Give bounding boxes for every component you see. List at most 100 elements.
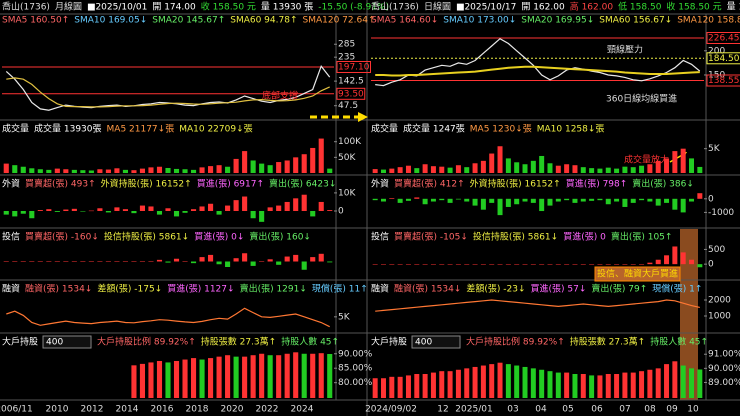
x-tick-label: 2020 bbox=[221, 405, 244, 415]
level-box bbox=[706, 52, 740, 65]
volume-bar bbox=[489, 153, 495, 173]
holders-bar bbox=[131, 365, 137, 398]
volume-bar bbox=[122, 169, 128, 173]
level-box bbox=[706, 32, 740, 45]
holders-bar bbox=[539, 369, 545, 398]
volume-bar bbox=[430, 166, 436, 173]
trust-bar bbox=[318, 253, 324, 262]
y-tick-label: 85.00% bbox=[338, 364, 373, 374]
volume-bar bbox=[680, 148, 686, 173]
volume-bar bbox=[63, 169, 69, 173]
volume-bar bbox=[216, 165, 222, 173]
legend-item: 大戶持股比例 89.92%↑ bbox=[97, 336, 196, 348]
y-tick-label: 47.5 bbox=[338, 101, 358, 111]
volume-bar bbox=[614, 168, 620, 173]
volume-bar bbox=[539, 155, 545, 173]
legend-item: 開 162.00 bbox=[521, 2, 565, 13]
x-tick-label: 2024/09/02 bbox=[365, 405, 417, 415]
foreign-bar bbox=[480, 198, 486, 210]
volume-bar bbox=[327, 168, 333, 173]
volume-bar bbox=[397, 167, 403, 173]
trust-bar bbox=[97, 261, 103, 262]
foreign-bar bbox=[54, 210, 60, 212]
foreign-bar bbox=[131, 210, 137, 214]
x-tick-label: 03 bbox=[507, 405, 518, 415]
x-tick-label: 08 bbox=[644, 405, 656, 415]
volume-bar bbox=[267, 165, 273, 173]
legend-item: 融資(張) 1534↓ bbox=[394, 283, 461, 295]
foreign-bar bbox=[664, 198, 670, 203]
legend-item: SMA10 173.00↓ bbox=[443, 16, 516, 26]
trust-bar bbox=[422, 264, 428, 265]
arrow-head bbox=[358, 112, 368, 122]
trust-bar bbox=[389, 264, 395, 265]
legend-item: 現償(張) 1↑ bbox=[652, 284, 702, 295]
trust-bar bbox=[664, 255, 670, 265]
holders-bar bbox=[397, 376, 403, 398]
holders-bar bbox=[664, 364, 670, 398]
legend-item: 賣出(張) 105↑ bbox=[611, 231, 673, 243]
legend-item: 持股張數 27.3萬↑ bbox=[570, 336, 645, 348]
volume-bar bbox=[405, 165, 411, 173]
foreign-bar bbox=[630, 198, 636, 203]
volume-bar bbox=[630, 167, 636, 173]
foreign-bar bbox=[156, 210, 163, 215]
holders-bar bbox=[630, 372, 636, 398]
legend-item: 持股張數 27.3萬↑ bbox=[201, 336, 276, 348]
holders-bar bbox=[455, 369, 461, 398]
holders-bar bbox=[480, 365, 486, 398]
holders-bar bbox=[647, 369, 653, 398]
legend-item: SMA10 169.05↓ bbox=[74, 16, 147, 26]
trust-bar bbox=[259, 261, 265, 262]
volume-bar bbox=[447, 167, 453, 173]
foreign-bar bbox=[422, 198, 428, 205]
volume-bar bbox=[480, 160, 486, 173]
price-line bbox=[375, 65, 700, 77]
legend-item: 買賣超(張) 493↑ bbox=[25, 178, 96, 190]
x-tick-label: 12 bbox=[437, 405, 448, 415]
trust-bar bbox=[680, 252, 686, 265]
volume-bar bbox=[276, 162, 282, 173]
holders-bar bbox=[310, 353, 316, 398]
legend-item: 成交量 13930張 bbox=[34, 123, 102, 135]
legend-item: 喬山(1736) bbox=[371, 2, 419, 13]
legend-item: 收 158.50 元 bbox=[201, 1, 256, 13]
legend-item: 外資 bbox=[371, 178, 389, 190]
volume-bar bbox=[29, 168, 35, 173]
trust-bar bbox=[233, 258, 239, 262]
volume-bar bbox=[199, 167, 205, 173]
trust-bar bbox=[647, 262, 653, 265]
y-tick-label: 0 bbox=[708, 260, 714, 270]
trust-bar bbox=[20, 261, 26, 262]
legend-item: 日線圖 bbox=[424, 1, 451, 13]
foreign-bar bbox=[182, 210, 188, 213]
trust-bar bbox=[139, 261, 146, 262]
legend-item: 低 158.50 bbox=[618, 1, 662, 13]
trust-bar bbox=[3, 261, 9, 262]
foreign-bar bbox=[372, 198, 378, 201]
y-tick-label: 142.5 bbox=[338, 77, 364, 87]
trust-bar bbox=[530, 264, 536, 265]
holders-bar bbox=[655, 368, 661, 398]
holders-bar bbox=[284, 353, 290, 398]
trust-bar bbox=[630, 264, 636, 265]
foreign-bar bbox=[165, 208, 171, 211]
trust-bar bbox=[80, 261, 86, 262]
foreign-bar bbox=[327, 210, 333, 211]
holders-bar bbox=[165, 362, 171, 398]
holders-bar bbox=[233, 356, 239, 398]
holders-bar bbox=[250, 355, 256, 398]
y-tick-label: 89.00% bbox=[708, 378, 740, 388]
margin-line bbox=[375, 299, 700, 312]
x-tick-label: 2018 bbox=[186, 405, 209, 415]
foreign-bar bbox=[489, 198, 495, 203]
legend-item: 買進(張) 57↓ bbox=[530, 283, 586, 295]
trust-bar bbox=[430, 264, 436, 265]
legend-item: -15.50 (-8.91%) bbox=[318, 3, 389, 13]
y-tick-label: 0 bbox=[338, 206, 344, 216]
trust-bar bbox=[284, 256, 290, 262]
volume-bar bbox=[589, 168, 595, 173]
trust-bar bbox=[414, 264, 420, 265]
foreign-bar bbox=[689, 198, 695, 202]
level-label: 138.55 bbox=[708, 76, 740, 86]
